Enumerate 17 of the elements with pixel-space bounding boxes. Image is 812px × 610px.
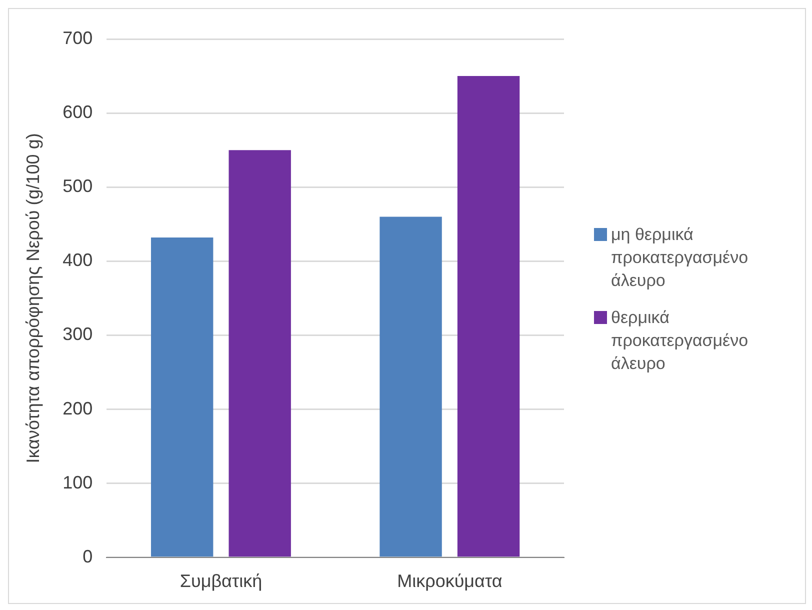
y-tick-label: 700 xyxy=(62,28,93,48)
x-tick-label: Συμβατική xyxy=(180,571,262,592)
bar xyxy=(150,237,214,557)
x-tick-label: Μικροκύματα xyxy=(397,571,502,592)
y-tick-label: 100 xyxy=(62,472,93,492)
y-tick-label: 0 xyxy=(82,546,93,566)
y-tick-label: 400 xyxy=(62,250,93,270)
bar xyxy=(228,150,291,557)
y-tick-label: 300 xyxy=(62,324,93,344)
y-tick-label: 200 xyxy=(62,398,93,418)
bar xyxy=(457,76,520,557)
legend-label: θερμικά προκατεργασμένο άλευρο xyxy=(611,307,750,375)
y-axis-title: Ικανότητα απορρόφησης Νερού (g/100 g) xyxy=(22,133,43,464)
y-tick-label: 600 xyxy=(62,102,93,122)
y-tick-label: 500 xyxy=(62,176,93,196)
bar xyxy=(380,216,442,557)
legend-label: μη θερμικά προκατεργασμένο άλευρο xyxy=(611,224,750,292)
